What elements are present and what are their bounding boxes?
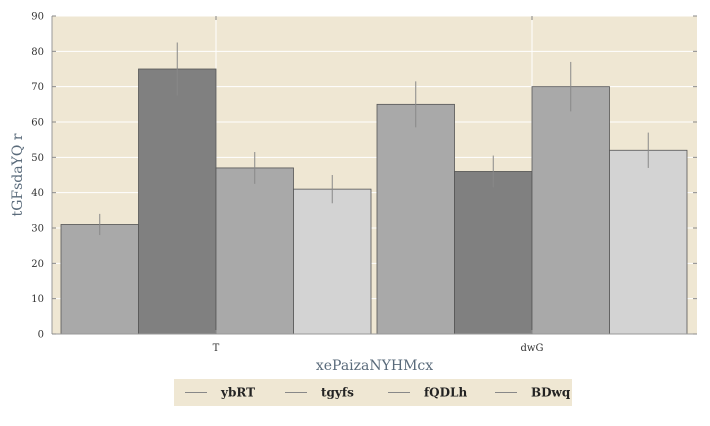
y-axis-title: tGFsdaYQ r (10, 133, 26, 216)
error-bars (99, 42, 649, 236)
bars (60, 68, 688, 335)
bar-fQDLh-T (215, 167, 294, 335)
x-axis-title: xePaizaNYHMcx (316, 358, 433, 374)
y-tick-label: 50 (31, 153, 44, 164)
legend-label-fQDLh: fQDLh (424, 386, 467, 400)
y-tick-label: 60 (31, 118, 44, 129)
y-tick-label: 40 (31, 188, 44, 199)
bar-fQDLh-dwG (531, 86, 610, 335)
bar-ybRT-T (60, 224, 139, 335)
y-tick-label: 80 (31, 47, 44, 58)
legend-label-tgyfs: tgyfs (321, 386, 354, 400)
bar-BDwq-T (293, 188, 372, 335)
legend: ybRT tgyfs fQDLh BDwq (174, 379, 572, 406)
bar-tgyfs-T (138, 68, 217, 335)
y-tick-label: 70 (31, 82, 44, 93)
y-tick-label: 0 (38, 330, 44, 341)
legend-label-BDwq: BDwq (531, 386, 571, 400)
y-tick-label: 30 (31, 224, 44, 235)
bar-BDwq-dwG (609, 149, 688, 335)
y-tick-label: 20 (31, 259, 44, 270)
legend-label-ybRT: ybRT (220, 386, 255, 400)
x-tick-label: T (213, 343, 220, 354)
y-tick-labels: 0 10 20 30 40 50 60 70 80 90 (31, 12, 44, 341)
x-tick-label: dwG (521, 343, 544, 354)
bar-ybRT-dwG (376, 103, 455, 335)
y-tick-label: 10 (31, 294, 44, 305)
axes (51, 15, 697, 335)
y-tick-label: 90 (31, 12, 44, 23)
bar-tgyfs-dwG (454, 171, 533, 335)
